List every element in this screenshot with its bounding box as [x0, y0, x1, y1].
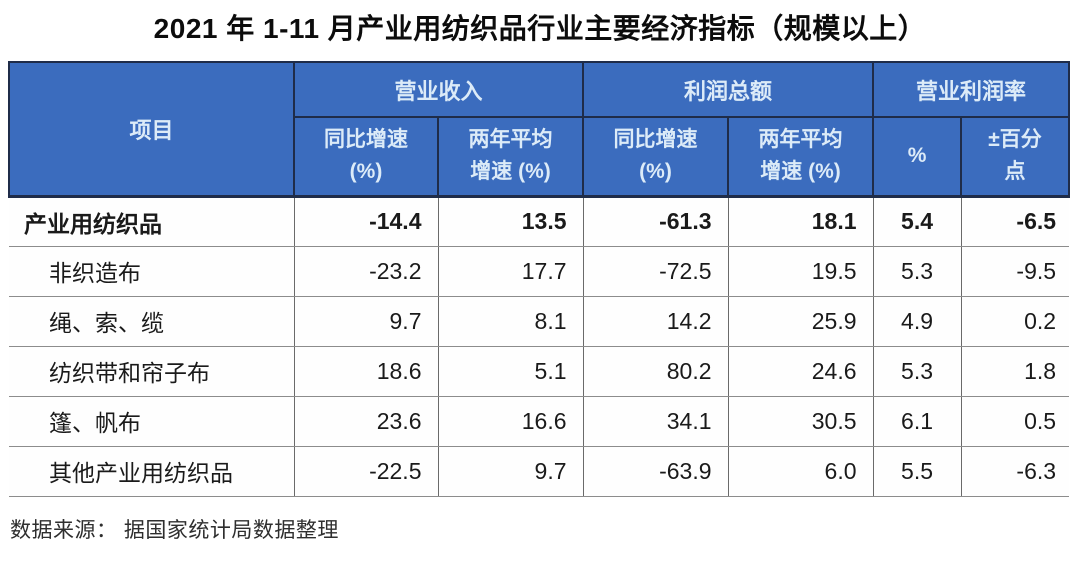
- subcolumn-label-line2: 点: [1004, 160, 1026, 184]
- value-cell: -23.2: [293, 246, 438, 297]
- economic-indicators-table: 项目 营业收入 利润总额 营业利润率 同比增速 (%) 两年平均 增速 (%) …: [8, 61, 1071, 497]
- value-cell: -9.5: [960, 246, 1070, 297]
- value-cell: 1.8: [960, 346, 1070, 397]
- row-name-cell: 篷、帆布: [9, 396, 294, 447]
- value-cell: 5.1: [437, 346, 584, 397]
- table-row-industrial-textiles-total: 产业用纺织品 -14.4 13.5 -61.3 18.1 5.4 -6.5: [9, 196, 1070, 247]
- subcolumn-label-line1: %: [907, 143, 927, 167]
- value-cell: 4.9: [872, 296, 962, 347]
- value-cell: 5.3: [872, 346, 962, 397]
- value-cell: -72.5: [582, 246, 729, 297]
- value-cell: 6.1: [872, 396, 962, 447]
- subcolumn-header-2yr-avg-profit: 两年平均 增速 (%): [727, 116, 875, 198]
- column-header-project: 项目: [8, 61, 295, 198]
- table-body: 产业用纺织品 -14.4 13.5 -61.3 18.1 5.4 -6.5 非织…: [9, 196, 1070, 497]
- row-name-cell: 其他产业用纺织品: [9, 446, 294, 497]
- subcolumn-label-line1: 两年平均: [468, 127, 553, 151]
- source-note: 数据来源： 据国家统计局数据整理: [10, 518, 339, 542]
- value-cell: 5.4: [872, 196, 962, 247]
- value-cell: -14.4: [293, 196, 438, 247]
- value-cell: 18.6: [293, 346, 438, 397]
- row-name-cell: 产业用纺织品: [9, 196, 294, 247]
- table-row-nonwovens: 非织造布 -23.2 17.7 -72.5 19.5 5.3 -9.5: [9, 246, 1070, 297]
- value-cell: 16.6: [437, 396, 584, 447]
- value-cell: 30.5: [727, 396, 874, 447]
- subcolumn-label-line2: (%): [639, 160, 672, 184]
- value-cell: 5.3: [872, 246, 962, 297]
- table-row-tarpaulin-canvas: 篷、帆布 23.6 16.6 34.1 30.5 6.1 0.5: [9, 396, 1070, 447]
- value-cell: 9.7: [293, 296, 438, 347]
- row-name-cell: 非织造布: [9, 246, 294, 297]
- value-cell: -61.3: [582, 196, 729, 247]
- subcolumn-header-margin-pct: %: [872, 116, 963, 198]
- value-cell: 34.1: [582, 396, 729, 447]
- value-cell: 0.2: [960, 296, 1070, 347]
- table-header: 项目 营业收入 利润总额 营业利润率 同比增速 (%) 两年平均 增速 (%) …: [8, 61, 1071, 198]
- subcolumn-label-line2: (%): [349, 160, 383, 184]
- value-cell: 19.5: [727, 246, 874, 297]
- row-name-cell: 纺织带和帘子布: [9, 346, 294, 397]
- subcolumn-header-yoy-revenue: 同比增速 (%): [293, 116, 439, 198]
- value-cell: 13.5: [437, 196, 584, 247]
- value-cell: -22.5: [293, 446, 438, 497]
- subcolumn-header-yoy-profit: 同比增速 (%): [582, 116, 730, 198]
- value-cell: -6.3: [960, 446, 1070, 497]
- table-row-webbing-cord-fabric: 纺织带和帘子布 18.6 5.1 80.2 24.6 5.3 1.8: [9, 346, 1070, 397]
- subcolumn-label-line1: ±百分: [988, 127, 1042, 151]
- subcolumn-header-margin-pp-change: ±百分 点: [960, 116, 1071, 198]
- value-cell: 5.5: [872, 446, 962, 497]
- value-cell: 8.1: [437, 296, 584, 347]
- value-cell: 24.6: [727, 346, 874, 397]
- value-cell: 14.2: [582, 296, 729, 347]
- value-cell: 0.5: [960, 396, 1070, 447]
- group-header-profit: 利润总额: [582, 61, 875, 118]
- value-cell: -63.9: [582, 446, 729, 497]
- value-cell: 18.1: [727, 196, 874, 247]
- value-cell: 9.7: [437, 446, 584, 497]
- page-title: 2021 年 1-11 月产业用纺织品行业主要经济指标（规模以上）: [153, 13, 927, 44]
- subcolumn-label-line1: 两年平均: [758, 127, 843, 151]
- subcolumn-header-2yr-avg-revenue: 两年平均 增速 (%): [436, 116, 585, 198]
- value-cell: 25.9: [727, 296, 874, 347]
- subcolumn-label-line2: 增速 (%): [760, 160, 841, 184]
- group-header-revenue: 营业收入: [292, 61, 585, 118]
- value-cell: 23.6: [293, 396, 438, 447]
- value-cell: -6.5: [960, 196, 1070, 247]
- table-row-ropes-cords-cables: 绳、索、缆 9.7 8.1 14.2 25.9 4.9 0.2: [9, 296, 1070, 347]
- subcolumn-label-line1: 同比增速: [613, 127, 698, 151]
- value-cell: 17.7: [437, 246, 584, 297]
- row-name-cell: 绳、索、缆: [9, 296, 294, 347]
- subcolumn-label-line2: 增速 (%): [470, 160, 551, 184]
- table-row-other-industrial-textiles: 其他产业用纺织品 -22.5 9.7 -63.9 6.0 5.5 -6.3: [9, 446, 1070, 497]
- group-header-operating-margin: 营业利润率: [872, 61, 1071, 118]
- value-cell: 6.0: [727, 446, 874, 497]
- subcolumn-label-line1: 同比增速: [324, 127, 408, 151]
- value-cell: 80.2: [582, 346, 729, 397]
